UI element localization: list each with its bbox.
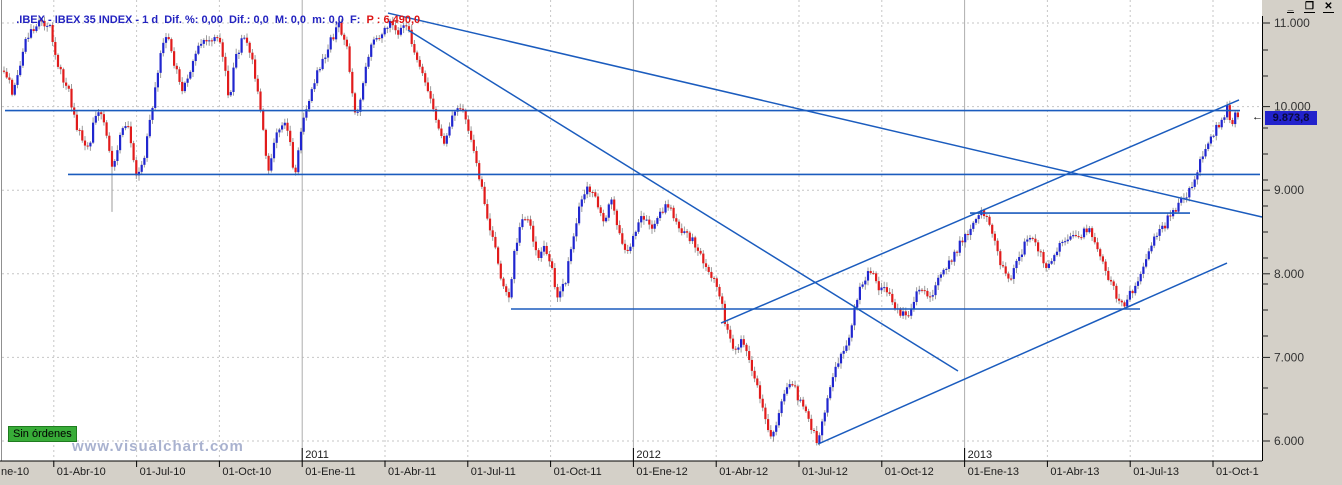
- y-axis-strip: [1262, 0, 1342, 461]
- trendline-3[interactable]: [817, 262, 1228, 445]
- trendline-4[interactable]: [720, 99, 1240, 324]
- y-tick-label: 11.000: [1274, 16, 1310, 30]
- x-tick-label: 01-Oct-10: [222, 466, 271, 478]
- quote-stats: Dif. %: 0,00 Dif.: 0,0 M: 0,0 m: 0,0 F:: [164, 14, 361, 26]
- x-tick-label: 01-Abr-13: [1050, 466, 1099, 478]
- x-tick-label: 01-Oct-11: [554, 466, 602, 478]
- x-tick-label: 01-Jul-10: [140, 466, 186, 478]
- last-price-tag: 9.873,8: [1265, 111, 1317, 125]
- x-tick-label: 01-Abr-12: [719, 466, 768, 478]
- y-axis[interactable]: 11.000 10.000 9.000 8.000 7.000 6.000: [1262, 0, 1342, 461]
- x-axis[interactable]: ne-10 01-Abr-10 01-Jul-10 01-Oct-10 01-Ene-1…: [0, 448, 1342, 485]
- x-tick-label: 01-Oct-12: [885, 466, 934, 478]
- y-tick-label: 9.000: [1274, 183, 1304, 197]
- window-controls: _ ❐ ✕: [1283, 1, 1336, 14]
- minimize-button[interactable]: _: [1286, 1, 1295, 13]
- chart-title: .IBEX - IBEX 35 INDEX - 1 d Dif. %: 0,00…: [4, 2, 420, 38]
- no-orders-badge: Sin órdenes: [8, 426, 77, 442]
- y-tick-label: 7.000: [1274, 350, 1304, 364]
- instrument-title: .IBEX - IBEX 35 INDEX -: [16, 14, 140, 26]
- year-label: 2013: [968, 449, 992, 461]
- x-axis-strip: [0, 461, 1342, 485]
- last-price-arrow-icon: ←: [1252, 111, 1263, 123]
- x-tick-label: 01-Abr-10: [57, 466, 106, 478]
- candlestick-series: [2, 20, 1239, 444]
- watermark: www.visualchart.com: [72, 438, 244, 455]
- plot-background: [0, 0, 1262, 461]
- x-tick-label: 01-Jul-11: [471, 466, 516, 478]
- year-label: 2012: [636, 449, 660, 461]
- gridlines: [2, 0, 1262, 461]
- x-tick-label: 01-Oct-1: [1216, 466, 1259, 478]
- x-tick-label: 01-Ene-12: [636, 466, 687, 478]
- close-button[interactable]: ✕: [1323, 1, 1334, 13]
- x-tick-label: 01-Jul-13: [1133, 466, 1179, 478]
- x-tick-label: ne-10: [1, 466, 29, 478]
- year-label: 2011: [305, 449, 329, 461]
- y-tick-label: 6.000: [1274, 434, 1304, 448]
- y-tick-label: 10.000: [1274, 100, 1311, 114]
- y-tick-label: 8.000: [1274, 267, 1304, 281]
- x-tick-label: 01-Ene-13: [968, 466, 1019, 478]
- timeframe-label: 1 d: [142, 14, 159, 26]
- x-tick-label: 01-Ene-11: [305, 466, 356, 478]
- drawn-objects: [5, 12, 1263, 445]
- trendline-1[interactable]: [387, 12, 1263, 218]
- restore-button[interactable]: ❐: [1304, 1, 1315, 13]
- x-tick-label: 01-Abr-11: [388, 466, 436, 478]
- price-field: P : 6.490,0: [366, 14, 421, 26]
- x-tick-label: 01-Jul-12: [802, 466, 848, 478]
- trendline-2[interactable]: [407, 29, 959, 372]
